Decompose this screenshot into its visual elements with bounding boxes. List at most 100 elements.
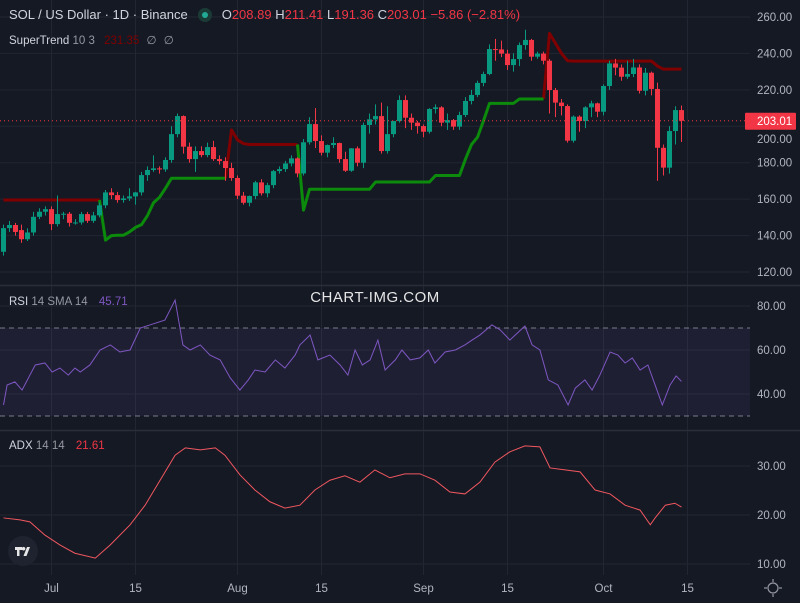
- adx-line: [3, 445, 682, 559]
- candle-up: [571, 116, 576, 141]
- open-value: 208.89: [231, 7, 272, 22]
- supertrend-params: 10 3: [72, 35, 95, 47]
- candle-down: [13, 225, 18, 232]
- candle-up: [37, 211, 42, 217]
- candle-up: [301, 142, 306, 174]
- candle-down: [181, 116, 186, 147]
- chart-header: SOL / US Dollar · 1D · Binance O208.89 H…: [9, 7, 520, 22]
- candle-down: [439, 107, 444, 123]
- price-axis-label: 200.00: [757, 134, 792, 146]
- candle-up: [247, 196, 252, 203]
- candle-down: [637, 67, 642, 91]
- candle-up: [631, 67, 636, 75]
- candle-up: [535, 53, 540, 57]
- price-axis-label: 140.00: [757, 231, 792, 243]
- candle-up: [97, 205, 102, 216]
- time-axis-label: 15: [681, 583, 694, 595]
- candle-up: [271, 171, 276, 186]
- candle-down: [337, 143, 342, 160]
- supertrend-empty-value-2: ∅: [163, 35, 174, 47]
- supertrend-name: SuperTrend: [9, 35, 70, 47]
- time-axis-label: 15: [129, 583, 142, 595]
- candle-down: [223, 161, 228, 168]
- candle-down: [217, 159, 222, 162]
- candle-up: [457, 114, 462, 127]
- adx-value: 21.61: [75, 440, 105, 452]
- candle-up: [61, 213, 66, 215]
- candle-up: [205, 147, 210, 156]
- rsi-line: [3, 298, 682, 407]
- rsi-legend[interactable]: RSI 14 SMA 14 45.71: [9, 296, 128, 308]
- candle-up: [289, 158, 294, 164]
- candle-up: [193, 151, 198, 160]
- candle-up: [79, 214, 84, 223]
- price-axis-label: 240.00: [757, 48, 792, 60]
- candle-up: [469, 94, 474, 101]
- candle-up: [55, 214, 60, 225]
- candle-down: [259, 182, 264, 194]
- candle-up: [607, 63, 612, 87]
- candle-down: [313, 124, 318, 142]
- rsi-axis-label: 60.00: [757, 345, 786, 357]
- candle-up: [643, 72, 648, 91]
- price-axis-label: 120.00: [757, 267, 792, 279]
- candle-down: [85, 214, 90, 221]
- candle-up: [7, 225, 12, 229]
- candle-down: [499, 49, 504, 54]
- candle-down: [415, 122, 420, 127]
- candle-up: [475, 82, 480, 95]
- candle-up: [667, 131, 672, 168]
- candle-up: [127, 196, 132, 199]
- price-axis-label: 160.00: [757, 194, 792, 206]
- candle-up: [169, 134, 174, 160]
- candle-up: [673, 110, 678, 132]
- tradingview-logo-icon[interactable]: [8, 536, 38, 566]
- last-price-tag: [745, 112, 796, 130]
- candle-down: [319, 141, 324, 153]
- price-axis-label: 220.00: [757, 85, 792, 97]
- symbol-title[interactable]: SOL / US Dollar · 1D · Binance: [9, 7, 188, 22]
- candle-down: [547, 60, 552, 91]
- time-axis-label: 15: [501, 583, 514, 595]
- candle-up: [463, 100, 468, 115]
- settings-sun-icon[interactable]: [763, 578, 783, 598]
- rsi-axis-label: 80.00: [757, 301, 786, 313]
- candle-up: [1, 228, 6, 252]
- rsi-name: RSI: [9, 296, 29, 308]
- candle-up: [91, 215, 96, 221]
- adx-legend[interactable]: ADX 14 14 21.61: [9, 440, 105, 452]
- candle-down: [409, 117, 414, 123]
- price-axis-label: 180.00: [757, 158, 792, 170]
- candle-up: [433, 107, 438, 109]
- supertrend-legend[interactable]: SuperTrend 10 3 231.35 ∅ ∅: [9, 33, 174, 47]
- candle-up: [139, 175, 144, 193]
- adx-axis-label: 30.00: [757, 461, 786, 473]
- candle-up: [511, 59, 516, 66]
- candle-down: [19, 230, 24, 240]
- candle-down: [529, 39, 534, 57]
- candle-down: [403, 100, 408, 118]
- candle-down: [187, 146, 192, 160]
- time-axis-label: Aug: [227, 583, 247, 595]
- candle-up: [361, 125, 366, 163]
- candle-up: [331, 143, 336, 146]
- candle-up: [385, 134, 390, 152]
- candle-down: [451, 120, 456, 127]
- candle-down: [559, 102, 564, 107]
- candle-up: [277, 169, 282, 172]
- candle-up: [283, 163, 288, 170]
- candle-up: [103, 192, 108, 206]
- candle-up: [427, 108, 432, 132]
- adx-name: ADX: [9, 440, 33, 452]
- candle-down: [199, 151, 204, 156]
- candle-down: [157, 168, 162, 170]
- candle-down: [553, 90, 558, 103]
- candle-up: [325, 145, 330, 153]
- supertrend-value: 231.35: [104, 35, 140, 47]
- candle-down: [655, 88, 660, 148]
- watermark: CHART-IMG.COM: [310, 289, 440, 306]
- close-value: 203.01: [387, 7, 427, 22]
- candle-up: [487, 49, 492, 75]
- candle-down: [67, 213, 72, 223]
